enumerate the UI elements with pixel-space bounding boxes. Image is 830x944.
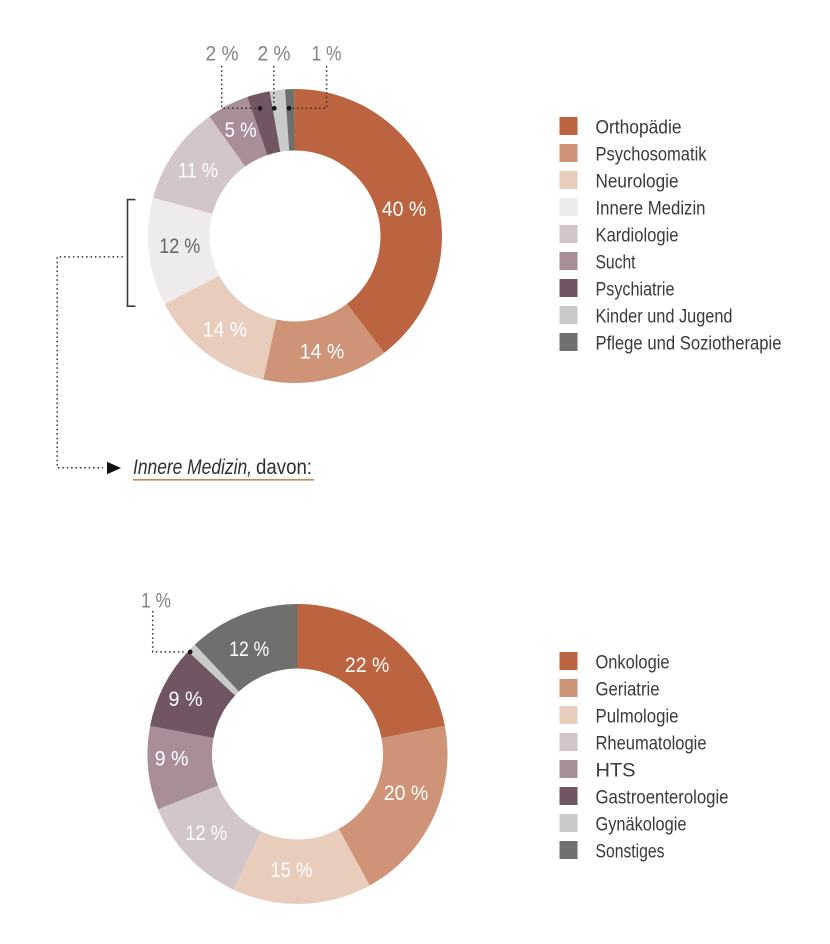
- svg-text:14 %: 14 %: [300, 340, 345, 363]
- svg-text:Kinder und Jugend: Kinder und Jugend: [596, 307, 733, 328]
- svg-text:9 %: 9 %: [169, 688, 203, 711]
- svg-text:14 %: 14 %: [203, 318, 248, 341]
- svg-text:Gastroenterologie: Gastroenterologie: [596, 788, 729, 809]
- svg-text:2 %: 2 %: [206, 43, 239, 66]
- svg-text:15 %: 15 %: [270, 859, 312, 882]
- svg-text:Pflege und Soziotherapie: Pflege und Soziotherapie: [596, 334, 782, 355]
- svg-text:22 %: 22 %: [345, 654, 390, 677]
- svg-text:1 %: 1 %: [141, 590, 171, 613]
- svg-text:2 %: 2 %: [258, 43, 291, 66]
- svg-text:Neurologie: Neurologie: [596, 172, 679, 193]
- svg-text:12 %: 12 %: [185, 822, 227, 845]
- svg-text:Onkologie: Onkologie: [596, 653, 670, 674]
- svg-text:5 %: 5 %: [225, 119, 257, 142]
- svg-text:Gynäkologie: Gynäkologie: [596, 815, 687, 836]
- svg-text:Psychiatrie: Psychiatrie: [596, 280, 675, 301]
- svg-text:Psychosomatik: Psychosomatik: [596, 145, 707, 166]
- svg-text:Sonstiges: Sonstiges: [596, 842, 665, 863]
- svg-text:40 %: 40 %: [382, 198, 427, 221]
- svg-text:HTS: HTS: [596, 761, 636, 782]
- svg-text:Kardiologie: Kardiologie: [596, 226, 679, 247]
- svg-text:11 %: 11 %: [178, 159, 218, 182]
- svg-text:Innere Medizin,davon:: Innere Medizin, davon:: [133, 456, 312, 479]
- svg-text:20 %: 20 %: [384, 782, 429, 805]
- svg-text:9 %: 9 %: [155, 747, 189, 770]
- svg-text:1 %: 1 %: [312, 43, 342, 66]
- svg-text:12 %: 12 %: [159, 235, 200, 258]
- svg-text:Rheumatologie: Rheumatologie: [596, 734, 707, 755]
- svg-text:Sucht: Sucht: [596, 253, 637, 274]
- svg-text:Pulmologie: Pulmologie: [596, 707, 679, 728]
- svg-text:Innere Medizin: Innere Medizin: [596, 199, 706, 220]
- svg-text:Orthopädie: Orthopädie: [596, 118, 682, 139]
- svg-text:Geriatrie: Geriatrie: [596, 680, 660, 701]
- svg-text:12 %: 12 %: [229, 638, 269, 661]
